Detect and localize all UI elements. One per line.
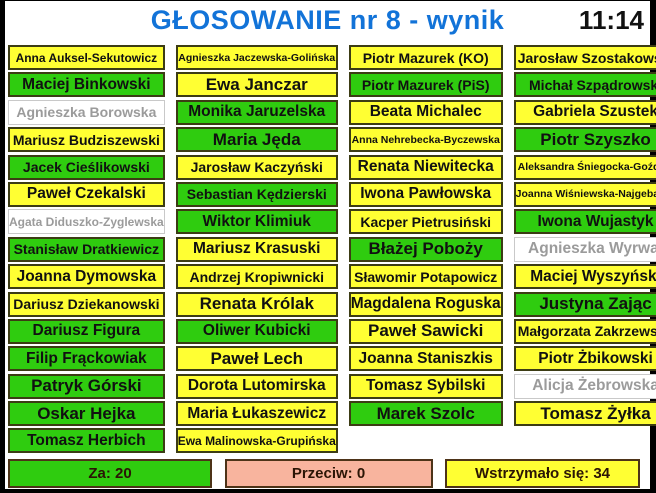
vote-column: Piotr Mazurek (KO) Piotr Mazurek (PiS) Bea… [348, 45, 503, 453]
vote-cell: Anna Nehrebecka-Byczewska [348, 127, 503, 153]
vote-cell: Anna Auksel-Sekutowicz [8, 45, 165, 70]
vote-cell: Justyna Zając [513, 291, 656, 317]
vote-cell: Tomasz Żyłka [513, 401, 656, 427]
vote-cell: Piotr Mazurek (PiS) [348, 72, 503, 98]
vote-cell: Gabriela Szustek [513, 99, 656, 125]
vote-cell: Błażej Poboży [348, 236, 503, 262]
vote-cell: Jarosław Kaczyński [175, 154, 338, 180]
vote-cell: Stanisław Dratkiewicz [8, 236, 165, 262]
vote-cell: Aleksandra Śniegocka-Goździk [513, 154, 656, 180]
vote-cell: Oliwer Kubicki [175, 318, 338, 344]
vote-title: GŁOSOWANIE nr 8 - wynik [150, 5, 505, 35]
vote-cell: Agnieszka Borowska [8, 99, 165, 125]
vote-cell: Agata Diduszko-Zyglewska [8, 209, 165, 235]
vote-cell: Oskar Hejka [8, 401, 165, 427]
vote-cell: Renata Niewitecka [348, 154, 503, 180]
vote-cell: Ewa Malinowska-Grupińska [175, 428, 338, 454]
summary-przeciw: Przeciw: 0 [224, 459, 433, 488]
summary-wstrzymalo: Wstrzymało się: 34 [445, 459, 640, 488]
clock: 11:14 [578, 5, 644, 35]
vote-cell: Agnieszka Jaczewska-Golińska [175, 45, 338, 70]
vote-cell: Piotr Żbikowski [513, 346, 656, 372]
vote-column: Jarosław SzostakowskiMichał SzpądrowskiG… [513, 45, 656, 453]
vote-cell: Mariusz Krasuski [175, 236, 338, 262]
vote-grid: Anna Auksel-Sekutowicz Maciej Binkowski Ag… [5, 43, 656, 454]
vote-cell: Patryk Górski [8, 373, 165, 399]
vote-cell: Michał Szpądrowski [513, 72, 656, 98]
vote-cell: Maciej Binkowski [8, 72, 165, 98]
vote-cell: Tomasz Sybilski [348, 373, 503, 399]
vote-cell: Dariusz Dziekanowski [8, 291, 165, 317]
vote-cell: Joanna Wiśniewska-Najgebauer [513, 181, 656, 207]
vote-cell: Tomasz Herbich [8, 428, 165, 454]
summary-bar: Za: 20 Przeciw: 0 Wstrzymało się: 34 [5, 459, 650, 488]
vote-cell: Sebastian Kędzierski [175, 181, 338, 207]
vote-cell: Renata Królak [175, 291, 338, 317]
vote-cell: Beata Michalec [348, 99, 503, 125]
vote-cell: Kacper Pietrusiński [348, 209, 503, 235]
voting-board: GŁOSOWANIE nr 8 - wynik 11:14 Anna Aukse… [5, 1, 656, 489]
vote-cell: Paweł Lech [175, 346, 338, 372]
header: GŁOSOWANIE nr 8 - wynik 11:14 [5, 1, 650, 43]
vote-column: Anna Auksel-Sekutowicz Maciej Binkowski Ag… [8, 45, 165, 454]
vote-cell: Ewa Janczar [175, 72, 338, 98]
vote-cell: Piotr Mazurek (KO) [348, 45, 503, 70]
vote-cell: Paweł Czekalski [8, 181, 165, 207]
vote-cell: Dariusz Figura [8, 318, 165, 344]
vote-cell: Agnieszka Wyrwał [513, 236, 656, 262]
vote-cell: Piotr Szyszko [513, 127, 656, 153]
vote-cell: Iwona Wujastyk [513, 209, 656, 235]
vote-cell: Wiktor Klimiuk [175, 209, 338, 235]
vote-cell: Filip Frąckowiak [8, 346, 165, 372]
vote-cell: Monika Jaruzelska [175, 99, 338, 125]
vote-cell: Maria Jęda [175, 127, 338, 153]
vote-cell: Magdalena Roguska [348, 291, 503, 317]
vote-cell: Jacek Cieślikowski [8, 154, 165, 180]
vote-cell: Jarosław Szostakowski [513, 45, 656, 70]
vote-cell: Marek Szolc [348, 401, 503, 427]
vote-cell: Dorota Lutomirska [175, 373, 338, 399]
vote-cell: Paweł Sawicki [348, 318, 503, 344]
vote-column: Agnieszka Jaczewska-Golińska Ewa Janczar M… [175, 45, 338, 454]
vote-cell: Alicja Żebrowska [513, 373, 656, 399]
vote-cell: Małgorzata Zakrzewska [513, 318, 656, 344]
vote-cell: Andrzej Kropiwnicki [175, 264, 338, 290]
vote-cell: Sławomir Potapowicz [348, 264, 503, 290]
vote-cell: Iwona Pawłowska [348, 181, 503, 207]
vote-cell: Joanna Dymowska [8, 264, 165, 290]
vote-cell: Mariusz Budziszewski [8, 127, 165, 153]
summary-za: Za: 20 [8, 459, 212, 488]
vote-cell: Maria Łukaszewicz [175, 401, 338, 427]
vote-cell: Maciej Wyszyński [513, 264, 656, 290]
vote-cell: Joanna Staniszkis [348, 346, 503, 372]
